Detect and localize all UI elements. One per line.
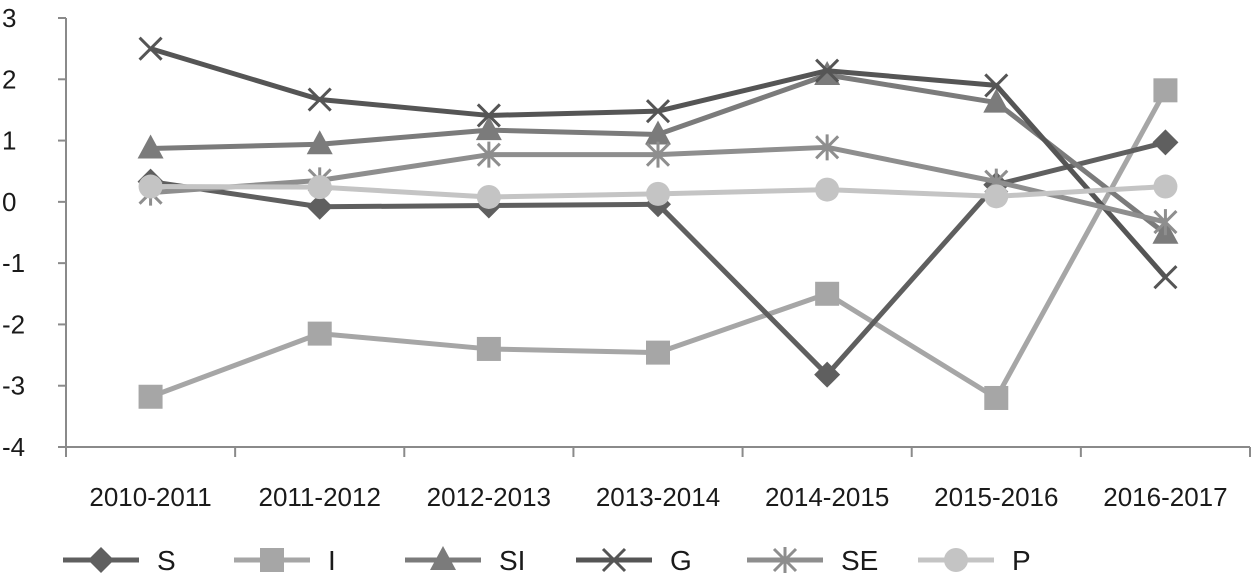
x-tick-label: 2010-2011 bbox=[89, 482, 211, 512]
x-tick-label: 2014-2015 bbox=[765, 482, 889, 512]
x-tick-label: 2012-2013 bbox=[427, 482, 551, 512]
series-p-point bbox=[984, 184, 1009, 209]
legend-marker-p bbox=[944, 548, 968, 572]
series-s-point bbox=[306, 193, 333, 220]
y-tick-label: -1 bbox=[2, 248, 25, 278]
y-tick-label: 3 bbox=[2, 3, 16, 33]
series-g-point bbox=[984, 73, 1009, 98]
y-tick-label: 2 bbox=[2, 64, 16, 94]
series-i-point bbox=[815, 281, 840, 306]
series-si-point bbox=[137, 134, 164, 159]
legend-label-s: S bbox=[157, 545, 176, 576]
legend-marker-i bbox=[260, 548, 284, 572]
series-g-point bbox=[138, 36, 163, 61]
x-tick-label: 2013-2014 bbox=[596, 482, 720, 512]
legend-item-se: SE bbox=[747, 545, 878, 576]
y-tick-label: 0 bbox=[2, 187, 16, 217]
series-si-point bbox=[645, 120, 671, 145]
series-se-point bbox=[1153, 209, 1178, 236]
y-tick-label: -3 bbox=[2, 371, 25, 401]
legend: S I SI G SE P bbox=[63, 545, 1031, 576]
x-tick-label: 2016-2017 bbox=[1103, 482, 1227, 512]
x-tick-label: 2011-2012 bbox=[259, 482, 381, 512]
legend-label-i: I bbox=[328, 545, 336, 576]
series-i-point bbox=[984, 385, 1009, 410]
series-si-point bbox=[475, 116, 502, 141]
series-g bbox=[138, 36, 1178, 290]
legend-marker-g bbox=[601, 547, 627, 573]
legend-label-se: SE bbox=[841, 545, 878, 576]
legend-marker-si bbox=[430, 546, 456, 570]
legend-marker-se bbox=[772, 547, 798, 573]
series-p bbox=[138, 174, 1178, 209]
series-g-point bbox=[645, 99, 671, 124]
series-i-point bbox=[138, 384, 163, 409]
series-si-point bbox=[983, 88, 1010, 113]
x-ticks: 2010-2011 2011-2012 2012-2013 2013-2014 2014… bbox=[65, 447, 1251, 512]
series-g-point bbox=[1153, 265, 1178, 290]
series-se-point bbox=[645, 141, 671, 168]
legend-label-g: G bbox=[670, 545, 692, 576]
y-ticks: 3 2 1 0 -1 -2 -3 -4 bbox=[2, 3, 66, 462]
series-p-point bbox=[138, 174, 163, 199]
legend-label-si: SI bbox=[499, 545, 525, 576]
x-tick-label: 2015-2016 bbox=[934, 482, 1058, 512]
series-g-point bbox=[307, 87, 332, 112]
legend-label-p: P bbox=[1012, 545, 1031, 576]
series-g-point bbox=[815, 58, 840, 83]
series-p-point bbox=[1153, 174, 1178, 199]
series-i-point bbox=[646, 340, 670, 365]
legend-item-p: P bbox=[918, 545, 1031, 576]
legend-marker-s bbox=[88, 547, 114, 573]
legend-item-si: SI bbox=[405, 545, 525, 576]
y-tick-label: -2 bbox=[2, 309, 25, 339]
series-se-point bbox=[815, 134, 840, 161]
series-i-point bbox=[1153, 78, 1178, 103]
series-i-point bbox=[307, 321, 332, 346]
legend-item-g: G bbox=[576, 545, 692, 576]
legend-item-i: I bbox=[234, 545, 336, 576]
axes bbox=[65, 18, 1250, 448]
series-g-point bbox=[476, 103, 501, 128]
series-p-point bbox=[815, 177, 840, 202]
series-p-point bbox=[307, 175, 332, 200]
y-tick-label: -4 bbox=[2, 432, 25, 462]
series-se-point bbox=[476, 141, 501, 168]
series-i bbox=[138, 78, 1178, 410]
series-s-point bbox=[1152, 129, 1179, 156]
y-tick-label: 1 bbox=[2, 126, 16, 156]
series-s-point bbox=[814, 361, 841, 388]
legend-item-s: S bbox=[63, 545, 176, 576]
series-p-point bbox=[476, 184, 501, 209]
series-p-point bbox=[646, 181, 670, 206]
series-si-point bbox=[306, 130, 333, 155]
series-i-point bbox=[476, 336, 501, 361]
